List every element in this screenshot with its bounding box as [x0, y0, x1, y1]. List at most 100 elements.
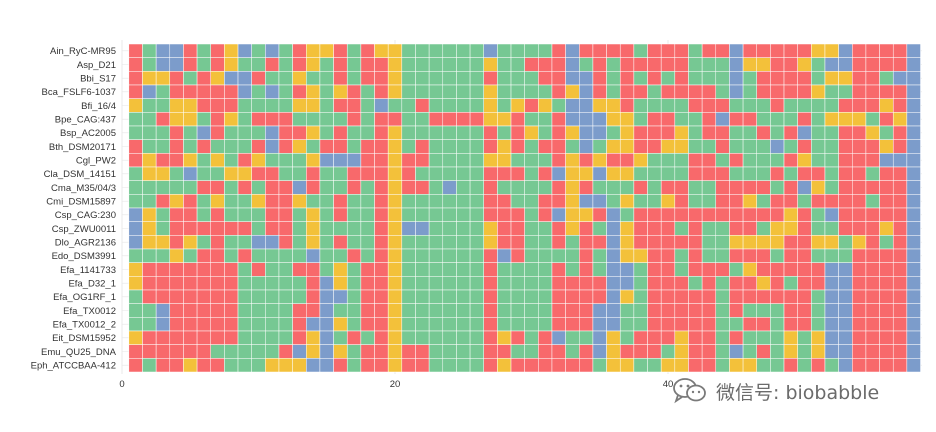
y-tick-label: Csp_ZWU0011 — [52, 224, 116, 235]
heatmap-tile — [456, 235, 471, 250]
heatmap-tile — [142, 180, 157, 195]
heatmap-tile — [224, 112, 239, 127]
heatmap-tile — [852, 84, 867, 99]
heatmap-tile — [428, 112, 444, 127]
heatmap-tile — [551, 276, 566, 291]
heatmap-tile — [224, 344, 239, 359]
heatmap-tile — [660, 303, 676, 318]
heatmap-tile — [879, 276, 894, 291]
heatmap-tile — [183, 262, 198, 277]
heatmap-tile — [619, 207, 635, 222]
heatmap-tile — [387, 303, 403, 318]
heatmap-tile — [469, 112, 484, 127]
heatmap-tile — [674, 344, 689, 359]
heatmap-tile — [128, 57, 143, 72]
heatmap-tile — [783, 112, 798, 127]
heatmap-tile — [879, 84, 894, 99]
heatmap-tile — [497, 207, 512, 222]
heatmap-tile — [633, 139, 648, 154]
heatmap-tile — [647, 112, 662, 127]
heatmap-tile — [606, 207, 621, 222]
heatmap-tile — [265, 84, 280, 99]
heatmap-tile — [865, 330, 880, 345]
heatmap-tile — [306, 139, 321, 154]
heatmap-tile — [442, 221, 457, 236]
heatmap-tile — [729, 112, 744, 127]
heatmap-tile — [852, 221, 867, 236]
heatmap-tile — [415, 139, 430, 154]
heatmap-tile — [128, 262, 143, 277]
heatmap-tile — [647, 98, 662, 113]
heatmap-tile — [729, 289, 744, 304]
heatmap-tile — [374, 262, 389, 277]
heatmap-tile — [510, 84, 525, 99]
heatmap-tile — [265, 194, 280, 209]
heatmap-tile — [278, 180, 293, 195]
heatmap-tile — [155, 344, 171, 359]
heatmap-tile — [579, 125, 594, 140]
heatmap-tile — [879, 330, 894, 345]
heatmap-tile — [237, 43, 252, 58]
heatmap-tile — [155, 166, 171, 181]
heatmap-tile — [278, 112, 293, 127]
heatmap-tile — [428, 180, 444, 195]
heatmap-tile — [169, 248, 184, 263]
heatmap-tile — [292, 262, 307, 277]
heatmap-tile — [401, 125, 416, 140]
heatmap-tile — [824, 139, 839, 154]
heatmap-tile — [265, 317, 280, 332]
heatmap-tile — [483, 112, 498, 127]
heatmap-tile — [660, 330, 676, 345]
heatmap-tile — [742, 248, 757, 263]
heatmap-tile — [701, 358, 717, 373]
heatmap-tile — [128, 84, 143, 99]
heatmap-tile — [265, 235, 280, 250]
heatmap-tile — [169, 194, 184, 209]
y-tick-label: Cma_M35/04/3 — [51, 183, 116, 194]
heatmap-tile — [852, 248, 867, 263]
heatmap-tile — [879, 317, 894, 332]
heatmap-tile — [688, 125, 703, 140]
heatmap-tile — [715, 112, 730, 127]
heatmap-tile — [592, 71, 607, 86]
heatmap-tile — [688, 71, 703, 86]
heatmap-tile — [660, 262, 676, 277]
heatmap-tile — [892, 221, 908, 236]
heatmap-tile — [142, 194, 157, 209]
heatmap-tile — [729, 153, 744, 168]
heatmap-tile — [619, 303, 635, 318]
heatmap-tile — [128, 207, 143, 222]
heatmap-tile — [497, 262, 512, 277]
heatmap-tile — [237, 57, 252, 72]
heatmap-tile — [633, 207, 648, 222]
heatmap-tile — [128, 317, 143, 332]
heatmap-tile — [892, 262, 908, 277]
heatmap-tile — [224, 153, 239, 168]
heatmap-tile — [346, 98, 362, 113]
heatmap-tile — [387, 84, 403, 99]
heatmap-tile — [360, 276, 375, 291]
heatmap-tile — [237, 276, 252, 291]
heatmap-tile — [306, 207, 321, 222]
heatmap-tile — [688, 235, 703, 250]
y-tick-label: Bfi_16/4 — [81, 101, 116, 112]
heatmap-tile — [319, 221, 334, 236]
heatmap-tile — [565, 153, 580, 168]
heatmap-tile — [469, 289, 484, 304]
y-tick-label: Efa_OG1RF_1 — [53, 292, 116, 303]
heatmap-tile — [155, 330, 171, 345]
heatmap-tile — [592, 139, 607, 154]
heatmap-tile — [811, 330, 826, 345]
heatmap-tile — [524, 358, 539, 373]
heatmap-tile — [797, 180, 812, 195]
heatmap-tile — [770, 221, 785, 236]
heatmap-tile — [852, 207, 867, 222]
heatmap-tile — [469, 303, 484, 318]
heatmap-tile — [510, 194, 525, 209]
heatmap-tile — [701, 303, 717, 318]
heatmap-tile — [824, 344, 839, 359]
heatmap-tile — [824, 112, 839, 127]
heatmap-tile — [142, 166, 157, 181]
heatmap-tile — [237, 262, 252, 277]
heatmap-tile — [647, 57, 662, 72]
